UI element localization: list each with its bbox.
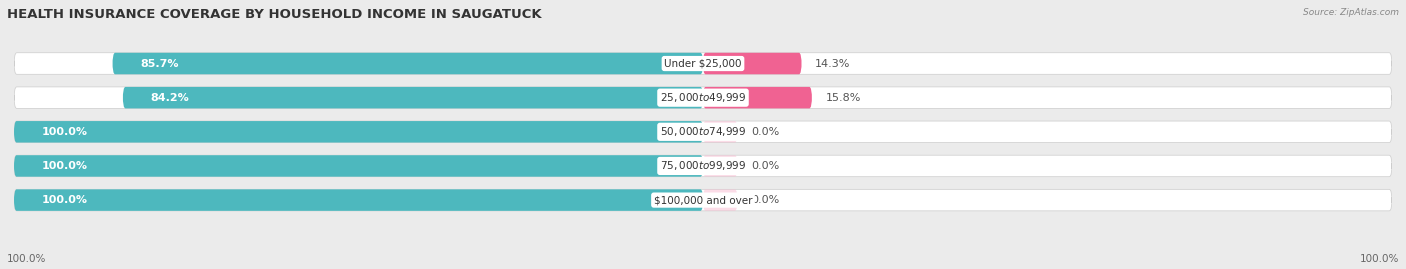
Text: Source: ZipAtlas.com: Source: ZipAtlas.com bbox=[1303, 8, 1399, 17]
Text: $100,000 and over: $100,000 and over bbox=[654, 195, 752, 205]
Text: 14.3%: 14.3% bbox=[815, 59, 851, 69]
FancyBboxPatch shape bbox=[14, 155, 703, 177]
FancyBboxPatch shape bbox=[14, 155, 1392, 177]
Text: Under $25,000: Under $25,000 bbox=[664, 59, 742, 69]
FancyBboxPatch shape bbox=[703, 53, 801, 74]
Text: 100.0%: 100.0% bbox=[1360, 254, 1399, 264]
Text: 15.8%: 15.8% bbox=[825, 93, 860, 103]
FancyBboxPatch shape bbox=[14, 189, 703, 211]
FancyBboxPatch shape bbox=[14, 189, 1392, 211]
FancyBboxPatch shape bbox=[703, 189, 738, 211]
FancyBboxPatch shape bbox=[14, 53, 1392, 74]
Text: 100.0%: 100.0% bbox=[42, 127, 87, 137]
Text: $50,000 to $74,999: $50,000 to $74,999 bbox=[659, 125, 747, 138]
Text: 100.0%: 100.0% bbox=[42, 161, 87, 171]
Text: 85.7%: 85.7% bbox=[141, 59, 179, 69]
FancyBboxPatch shape bbox=[14, 87, 1392, 108]
Text: 0.0%: 0.0% bbox=[751, 161, 779, 171]
FancyBboxPatch shape bbox=[703, 155, 738, 177]
Text: 0.0%: 0.0% bbox=[751, 127, 779, 137]
Text: $25,000 to $49,999: $25,000 to $49,999 bbox=[659, 91, 747, 104]
FancyBboxPatch shape bbox=[703, 87, 811, 108]
Text: 100.0%: 100.0% bbox=[7, 254, 46, 264]
FancyBboxPatch shape bbox=[112, 53, 703, 74]
Text: 0.0%: 0.0% bbox=[751, 195, 779, 205]
FancyBboxPatch shape bbox=[14, 121, 703, 143]
FancyBboxPatch shape bbox=[703, 121, 738, 143]
Text: HEALTH INSURANCE COVERAGE BY HOUSEHOLD INCOME IN SAUGATUCK: HEALTH INSURANCE COVERAGE BY HOUSEHOLD I… bbox=[7, 8, 541, 21]
Text: 100.0%: 100.0% bbox=[42, 195, 87, 205]
FancyBboxPatch shape bbox=[122, 87, 703, 108]
FancyBboxPatch shape bbox=[14, 121, 1392, 143]
Text: 84.2%: 84.2% bbox=[150, 93, 190, 103]
Text: $75,000 to $99,999: $75,000 to $99,999 bbox=[659, 160, 747, 172]
